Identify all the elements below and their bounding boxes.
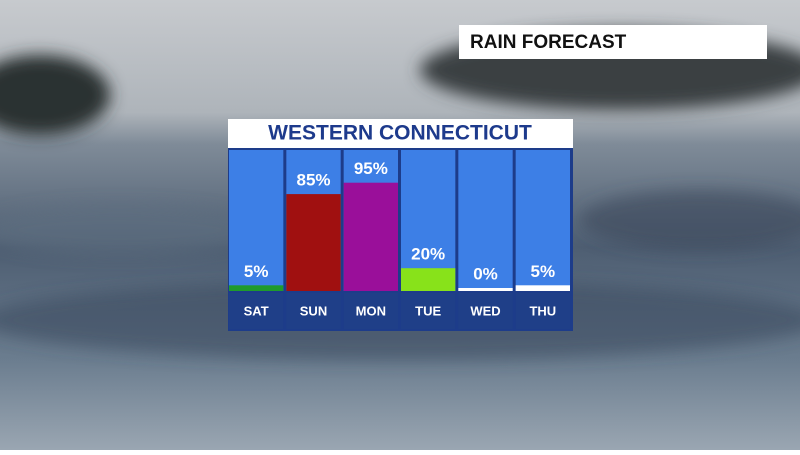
- column-background: [229, 150, 284, 291]
- bar: [343, 182, 398, 291]
- column-background: [515, 150, 570, 291]
- column-background: [401, 150, 456, 291]
- category-cell: [515, 293, 570, 329]
- value-label: 5%: [531, 262, 556, 281]
- category-cell: [458, 293, 513, 329]
- category-label: SAT: [244, 303, 269, 318]
- bar: [229, 285, 284, 291]
- value-label: 95%: [354, 159, 388, 178]
- bar: [401, 268, 456, 291]
- chart-title: WESTERN CONNECTICUT: [268, 122, 532, 145]
- value-label: 85%: [296, 171, 330, 190]
- chart-panel: [228, 119, 573, 331]
- category-cell: [229, 293, 284, 329]
- category-label: MON: [356, 303, 386, 318]
- column-background: [458, 150, 513, 291]
- category-label: TUE: [415, 303, 441, 318]
- bar: [515, 285, 570, 291]
- category-cell: [343, 293, 398, 329]
- value-label: 20%: [411, 245, 445, 264]
- bar: [458, 288, 513, 291]
- plot: SAT 5% SUN 85% MON 95% TUE 20% WED 0% THU 5%: [229, 150, 570, 329]
- header-box: [459, 25, 767, 59]
- category-label: WED: [470, 303, 500, 318]
- category-cell: [401, 293, 456, 329]
- chart-title-box: [228, 119, 573, 148]
- bar: [286, 194, 341, 291]
- category-cell: [286, 293, 341, 329]
- category-label: THU: [529, 303, 556, 318]
- header-title: RAIN FORECAST: [470, 32, 627, 53]
- category-label: SUN: [300, 303, 327, 318]
- value-label: 5%: [244, 262, 269, 281]
- value-label: 0%: [473, 264, 498, 283]
